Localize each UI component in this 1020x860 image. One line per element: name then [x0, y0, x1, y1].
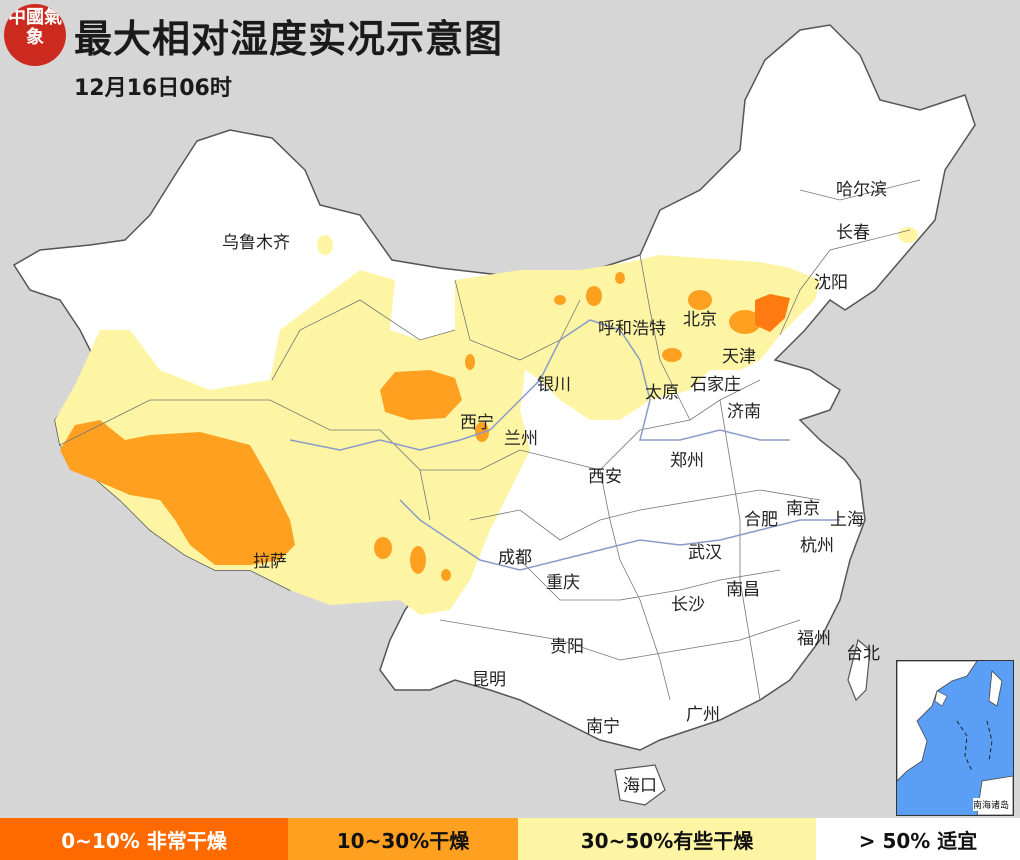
city-label-changchun: 长春 — [836, 223, 870, 243]
dry-spot-10 — [688, 290, 712, 310]
city-label-taiyuan: 太原 — [645, 383, 679, 403]
dry-spot-2 — [410, 546, 426, 574]
legend: 0~10% 非常干燥 10~30%干燥 30~50%有些干燥 > 50% 适宜 — [0, 818, 1020, 860]
city-label-jinan: 济南 — [727, 402, 761, 422]
city-label-wuhan: 武汉 — [688, 543, 722, 563]
dry-spot-8 — [615, 272, 625, 284]
page-title: 最大相对湿度实况示意图 — [74, 17, 504, 61]
city-label-kunming: 昆明 — [472, 670, 506, 690]
dry-spot-11 — [729, 310, 761, 334]
dry-spot-1 — [374, 537, 392, 559]
city-label-guangzhou: 广州 — [686, 705, 720, 725]
city-label-tianjin: 天津 — [722, 347, 756, 367]
dry-region-qaidam — [380, 370, 462, 420]
inset-map — [897, 661, 1013, 815]
city-label-beijing: 北京 — [683, 310, 717, 330]
china-humidity-map — [12, 24, 976, 806]
city-label-haikou: 海口 — [623, 776, 657, 796]
page-subtitle: 12月16日06时 — [74, 76, 232, 101]
city-label-guiyang: 贵阳 — [550, 637, 584, 657]
cma-logo: 中國氣象 — [4, 4, 66, 66]
legend-somewhat-dry: 30~50%有些干燥 — [518, 818, 816, 860]
very-dry-region-bohai — [755, 294, 790, 332]
legend-dry: 10~30%干燥 — [288, 818, 518, 860]
legend-very-dry: 0~10% 非常干燥 — [0, 818, 288, 860]
dry-spot-3 — [441, 569, 451, 581]
dry-spot-9 — [662, 348, 682, 362]
city-label-wulumuqi: 乌鲁木齐 — [222, 233, 290, 253]
city-label-chongqing: 重庆 — [546, 573, 580, 593]
dry-spot-6 — [586, 286, 602, 306]
city-label-shijiazhuang: 石家庄 — [690, 375, 741, 395]
city-label-nanjing: 南京 — [786, 499, 820, 519]
city-label-yinchuan: 银川 — [537, 375, 571, 395]
legend-suitable: > 50% 适宜 — [816, 818, 1020, 860]
city-label-nanchang: 南昌 — [726, 580, 760, 600]
city-label-haerbin: 哈尔滨 — [836, 180, 887, 200]
city-label-fuzhou: 福州 — [797, 629, 831, 649]
somewhat-dry-spot-wulumuqi — [317, 235, 333, 255]
city-label-shenyang: 沈阳 — [814, 273, 848, 293]
city-label-taibei: 台北 — [846, 644, 880, 664]
city-label-lanzhou: 兰州 — [504, 429, 538, 449]
dry-spot-5 — [465, 354, 475, 370]
city-label-shanghai: 上海 — [830, 510, 864, 530]
rivers — [289, 319, 840, 571]
somewhat-dry-spot-west — [94, 333, 126, 357]
south-china-sea-inset: 南海诸岛 — [896, 660, 1014, 816]
city-label-huhehaote: 呼和浩特 — [598, 319, 666, 339]
city-label-changsha: 长沙 — [671, 595, 705, 615]
city-label-xian: 西安 — [588, 467, 622, 487]
dry-region-tibet — [60, 420, 295, 565]
somewhat-dry-spot-northeast — [898, 227, 918, 243]
taiwan-island — [847, 638, 871, 702]
dry-spot-7 — [554, 295, 566, 305]
city-label-xining: 西宁 — [460, 413, 494, 433]
city-label-chengdu: 成都 — [498, 548, 532, 568]
city-label-hefei: 合肥 — [744, 510, 778, 530]
province-borders — [59, 179, 921, 701]
inset-label: 南海诸岛 — [972, 798, 1009, 811]
city-label-nanning: 南宁 — [586, 717, 620, 737]
city-label-zhengzhou: 郑州 — [670, 451, 704, 471]
city-label-lasa: 拉萨 — [253, 552, 287, 572]
city-label-hangzhou: 杭州 — [800, 536, 834, 556]
hainan-island — [614, 764, 666, 806]
